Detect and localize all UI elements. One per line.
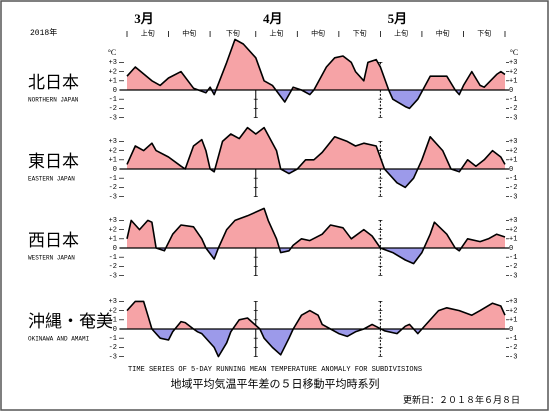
month-label: 3月 [134, 11, 154, 26]
y-tick-label: 0 [509, 326, 513, 334]
y-tick-label: +3 [109, 298, 117, 306]
region-name: 沖縄・奄美 [28, 312, 113, 331]
update-date: 更新日：２０１８年６月８日 [403, 394, 520, 405]
y-tick-label: +1 [509, 78, 517, 86]
y-tick-label: -1 [509, 96, 517, 104]
anomaly-line [126, 300, 506, 358]
y-tick-label: -2 [509, 184, 517, 192]
y-tick-label: +2 [109, 307, 117, 315]
dekad-label: 下旬 [477, 29, 491, 38]
y-tick-label: -3 [109, 272, 117, 280]
y-tick-label: +2 [509, 68, 517, 76]
y-tick-label: +3 [509, 298, 517, 306]
dekad-label: 下旬 [226, 29, 240, 38]
y-tick-label: -1 [509, 254, 517, 262]
month-label: 5月 [388, 11, 408, 26]
y-tick-label: +1 [509, 157, 517, 165]
y-tick-label: -1 [109, 96, 117, 104]
positive-area [127, 127, 505, 169]
dekad-label: 上旬 [394, 29, 408, 38]
negative-area [127, 90, 505, 109]
y-tick-label: +3 [509, 138, 517, 146]
y-tick-label: -3 [509, 272, 517, 280]
y-tick-label: -3 [509, 353, 517, 361]
region-name-en: EASTERN JAPAN [28, 176, 75, 183]
positive-area [127, 301, 505, 329]
footer-title-ja: 地域平均気温平年差の５日移動平均時系列 [171, 377, 380, 391]
region-name-en: WESTERN JAPAN [28, 255, 75, 262]
dekad-label: 中旬 [182, 29, 196, 38]
y-tick-label: -1 [109, 175, 117, 183]
y-tick-label: +1 [109, 317, 117, 325]
y-tick-label: +2 [109, 226, 117, 234]
y-tick-label: +1 [509, 236, 517, 244]
dekad-label: 中旬 [311, 29, 325, 38]
y-tick-label: +2 [509, 226, 517, 234]
dekad-label: 上旬 [141, 29, 155, 38]
y-tick-label: +3 [109, 138, 117, 146]
y-tick-label: +2 [109, 68, 117, 76]
y-unit: °C [510, 48, 519, 57]
month-label: 4月 [263, 11, 283, 26]
anomaly-line [126, 126, 506, 189]
positive-area [127, 208, 505, 248]
y-tick-label: -3 [109, 193, 117, 201]
y-tick-label: +1 [509, 317, 517, 325]
dekad-label: 中旬 [436, 29, 450, 38]
footer-title-en: TIME SERIES OF 5-DAY RUNNING MEAN TEMPER… [128, 366, 422, 374]
region-name-en: OKINAWA AND AMAMI [28, 336, 89, 343]
y-tick-label: -1 [109, 335, 117, 343]
y-tick-label: +2 [509, 307, 517, 315]
negative-area [127, 169, 505, 188]
anomaly-line [126, 207, 506, 265]
y-tick-label: 0 [509, 166, 513, 174]
y-tick-label: -2 [109, 105, 117, 113]
y-unit: °C [108, 48, 117, 57]
y-tick-label: 0 [509, 245, 513, 253]
y-tick-label: -3 [509, 114, 517, 122]
y-tick-label: 0 [113, 166, 117, 174]
y-tick-label: -1 [509, 335, 517, 343]
y-tick-label: -3 [109, 114, 117, 122]
y-tick-label: +1 [109, 78, 117, 86]
y-tick-label: 0 [113, 326, 117, 334]
y-tick-label: -2 [509, 263, 517, 271]
negative-area [127, 248, 505, 264]
y-tick-label: -3 [109, 353, 117, 361]
negative-area [127, 329, 505, 357]
dekad-label: 下旬 [353, 29, 367, 38]
y-tick-label: +3 [109, 59, 117, 67]
y-tick-label: +2 [109, 147, 117, 155]
y-tick-label: +1 [109, 236, 117, 244]
region-name-en: NORTHERN JAPAN [28, 97, 79, 104]
y-tick-label: 0 [113, 87, 117, 95]
y-tick-label: -1 [109, 254, 117, 262]
dekad-label: 上旬 [270, 29, 284, 38]
y-tick-label: -2 [109, 344, 117, 352]
y-tick-label: -1 [509, 175, 517, 183]
region-name: 東日本 [28, 152, 79, 171]
year-label: 2018年 [30, 27, 57, 38]
y-tick-label: +1 [109, 157, 117, 165]
y-tick-label: 0 [113, 245, 117, 253]
anomaly-line [126, 38, 506, 110]
y-tick-label: -3 [509, 193, 517, 201]
y-tick-label: +3 [509, 59, 517, 67]
y-tick-label: +3 [509, 217, 517, 225]
region-name: 西日本 [28, 231, 79, 250]
y-tick-label: -2 [509, 105, 517, 113]
y-tick-label: -2 [109, 263, 117, 271]
y-tick-label: -2 [109, 184, 117, 192]
y-tick-label: +2 [509, 147, 517, 155]
y-tick-label: -2 [509, 344, 517, 352]
region-name: 北日本 [28, 73, 79, 92]
y-tick-label: +3 [109, 217, 117, 225]
y-tick-label: 0 [509, 87, 513, 95]
